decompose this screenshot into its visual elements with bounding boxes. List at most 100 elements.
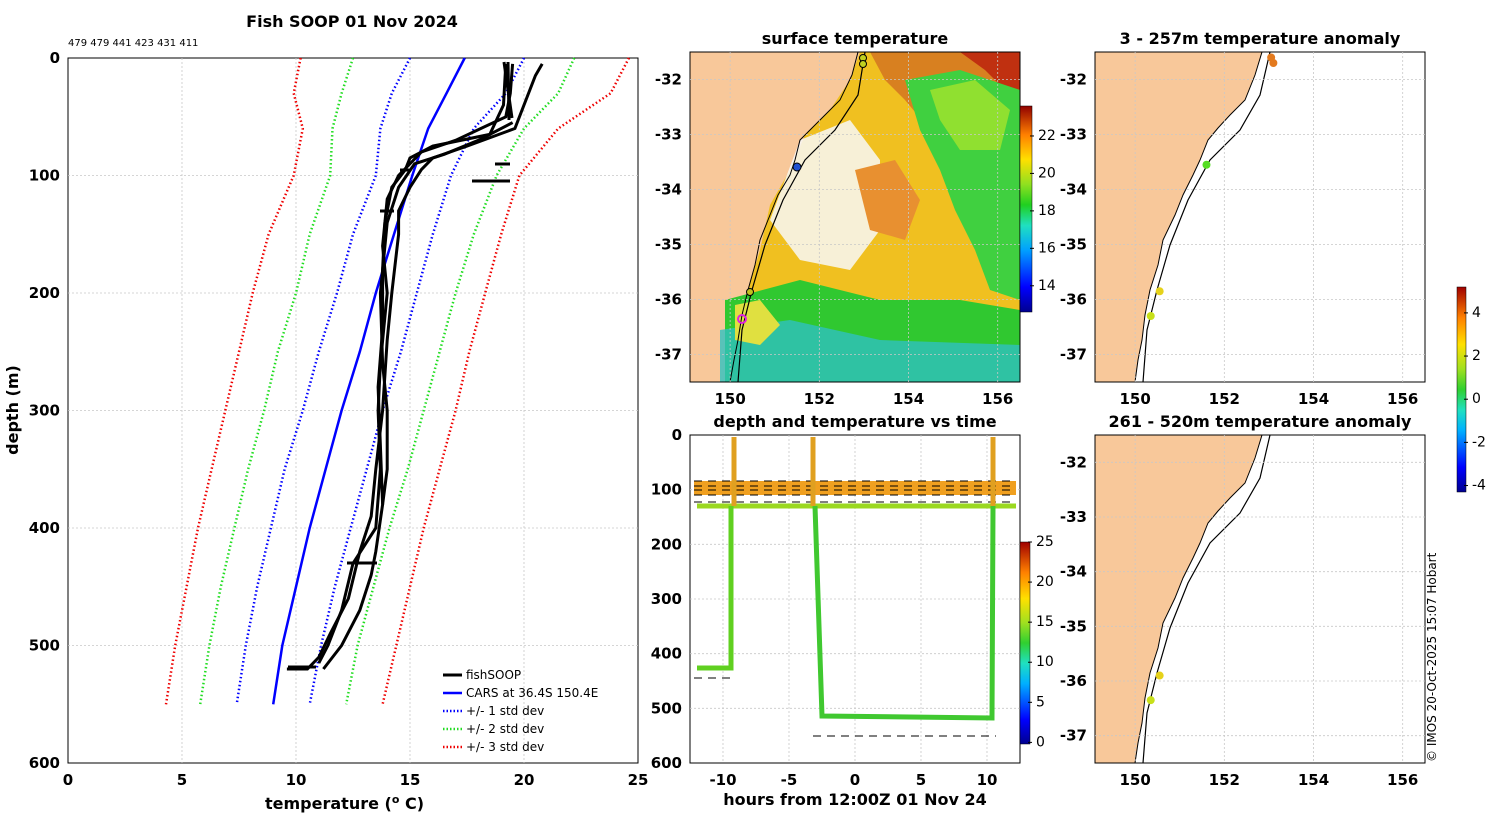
lat-tick-label: -37 — [655, 346, 682, 364]
profile-panel: Fish SOOP 01 Nov 2024 479 479 441 423 43… — [3, 12, 648, 813]
series-line — [198, 57, 355, 705]
sst-cool-water — [720, 320, 1020, 382]
anom2-axes-box — [1094, 434, 1426, 764]
anom2-ticks: 150 152 154 156 -32 -33 -34 -35 -36 -37 — [1060, 453, 1418, 789]
y-tick-label: 500 — [651, 699, 682, 717]
lat-tick-label: -32 — [1060, 453, 1087, 471]
series-line — [271, 57, 466, 705]
dt-trace — [697, 506, 734, 671]
anom2-title: 261 - 520m temperature anomaly — [1109, 412, 1412, 431]
lat-tick-label: -35 — [655, 236, 682, 254]
x-tick-label: 25 — [628, 771, 649, 789]
dt-trace — [812, 505, 996, 721]
lon-tick-label: 154 — [1298, 771, 1329, 789]
legend-cars: CARS at 36.4S 150.4E — [466, 686, 598, 700]
sst-panel: surface temperature 15 — [655, 29, 1056, 408]
fish-spikes — [288, 61, 514, 669]
profile-title: Fish SOOP 01 Nov 2024 — [246, 12, 458, 31]
anom1-points — [1146, 53, 1278, 320]
sst-grid — [690, 52, 1020, 382]
lon-tick-label: 156 — [982, 390, 1013, 408]
y-tick-label: 0 — [672, 426, 682, 444]
y-tick-label: 100 — [29, 167, 60, 185]
x-tick-label: 0 — [63, 771, 73, 789]
lat-tick-label: -34 — [655, 181, 682, 199]
y-tick-label: 400 — [651, 645, 682, 663]
lat-tick-label: -32 — [655, 71, 682, 89]
lat-tick-label: -33 — [1060, 126, 1087, 144]
lat-tick-label: -34 — [1060, 181, 1087, 199]
anomaly-point — [1146, 696, 1155, 705]
colorbar-tick-label: -4 — [1472, 478, 1486, 494]
y-tick-label: 200 — [29, 284, 60, 302]
profile-ticks: 0 5 10 15 20 25 0 100 200 300 400 500 600 — [29, 49, 649, 789]
anom-deep-panel: 261 - 520m temperature anomaly 150 152 154… — [1060, 412, 1426, 789]
anom-colorbar — [1456, 286, 1467, 493]
lon-tick-label: 150 — [1119, 390, 1150, 408]
lon-tick-label: 154 — [1298, 390, 1329, 408]
x-tick-label: 20 — [514, 771, 535, 789]
lat-tick-label: -35 — [1060, 617, 1087, 635]
colorbar-tick-label: 18 — [1038, 203, 1056, 219]
lon-tick-label: 156 — [1387, 390, 1418, 408]
colorbar-tick-label: 10 — [1036, 654, 1054, 670]
y-tick-label: 600 — [29, 754, 60, 772]
sst-hot-corner — [960, 52, 1020, 90]
x-tick-label: -10 — [709, 771, 736, 789]
colorbar-tick-label: 0 — [1036, 734, 1045, 750]
anom-shallow-panel: 3 - 257m temperature anomaly 150 152 154 15… — [1060, 29, 1426, 409]
anomaly-point — [1155, 671, 1164, 680]
y-tick-label: 600 — [651, 754, 682, 772]
colorbar-tick-label: 20 — [1036, 574, 1054, 590]
lon-tick-label: 152 — [1209, 771, 1240, 789]
dt-xlabel: hours from 12:00Z 01 Nov 24 — [723, 790, 986, 809]
x-tick-label: -5 — [781, 771, 798, 789]
colorbar-tick-label: 22 — [1038, 128, 1056, 144]
sst-marker — [746, 288, 754, 296]
y-tick-label: 0 — [50, 49, 60, 67]
colorbar-tick-label: 2 — [1472, 348, 1481, 364]
dt-colorbar-ticks: 0 5 10 15 20 25 — [1028, 534, 1054, 750]
sst-title: surface temperature — [762, 29, 949, 48]
x-tick-label: 5 — [177, 771, 187, 789]
anom1-title: 3 - 257m temperature anomaly — [1120, 29, 1401, 48]
colorbar-tick-label: 14 — [1038, 278, 1056, 294]
profile-lines — [164, 57, 631, 705]
sst-orange-streak — [855, 160, 920, 240]
anom2-points — [1146, 671, 1164, 705]
sst-light-green — [930, 80, 1010, 150]
copyright: © IMOS 20-Oct-2025 15:07 Hobart — [1425, 552, 1439, 762]
x-tick-label: 0 — [850, 771, 860, 789]
lat-tick-label: -33 — [1060, 508, 1087, 526]
y-tick-label: 300 — [651, 590, 682, 608]
legend-std1: +/- 1 std dev — [466, 704, 544, 718]
anomaly-point — [1155, 287, 1164, 296]
xlabel-main: temperature ( — [265, 794, 392, 813]
anom1-grid — [1095, 52, 1425, 382]
lon-tick-label: 150 — [714, 390, 745, 408]
xlabel-tail: C) — [399, 794, 424, 813]
anomaly-point — [1146, 312, 1155, 320]
colorbar-tick-label: 4 — [1472, 305, 1481, 321]
legend-fish: fishSOOP — [466, 668, 521, 682]
anom1-ticks: 150 152 154 156 -32 -33 -34 -35 -36 -37 — [1060, 71, 1418, 409]
sst-map — [690, 52, 1020, 382]
lat-tick-label: -34 — [1060, 563, 1087, 581]
lon-tick-label: 152 — [1209, 390, 1240, 408]
y-tick-label: 300 — [29, 402, 60, 420]
colorbar-tick-label: 15 — [1036, 614, 1054, 630]
y-tick-label: 400 — [29, 519, 60, 537]
profile-ylabel: depth (m) — [3, 365, 22, 455]
lon-tick-label: 156 — [1387, 771, 1418, 789]
lat-tick-label: -36 — [655, 291, 682, 309]
anom-colorbar-ticks: -4 -2 0 2 4 — [1464, 305, 1486, 494]
lat-tick-label: -37 — [1060, 727, 1087, 745]
colorbar-tick-label: 16 — [1038, 240, 1056, 256]
sst-colorbar-ticks: 14 16 18 20 22 — [1030, 128, 1056, 294]
x-tick-label: 5 — [916, 771, 926, 789]
lat-tick-label: -35 — [1060, 236, 1087, 254]
lat-tick-label: -36 — [1060, 291, 1087, 309]
dt-band — [694, 481, 1016, 495]
